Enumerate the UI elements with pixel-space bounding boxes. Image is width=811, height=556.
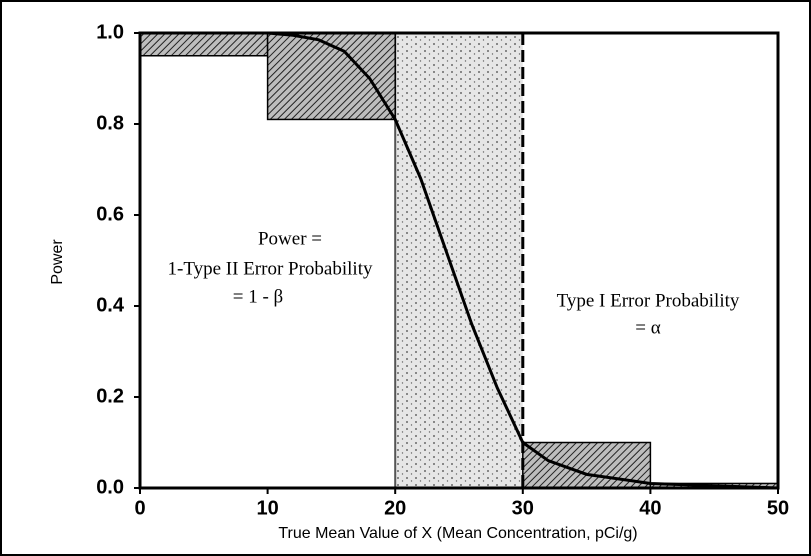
y-tick-label: 0.0 xyxy=(96,476,124,498)
annotation: = 1 - β xyxy=(233,286,283,307)
annotation: 1-Type II Error Probability xyxy=(168,258,373,279)
x-axis-label: True Mean Value of X (Mean Concentration… xyxy=(278,525,637,542)
x-tick-label: 20 xyxy=(384,497,406,519)
y-tick-label: 0.4 xyxy=(96,294,125,316)
gray-region xyxy=(395,33,523,488)
error-box xyxy=(139,32,269,57)
error-box xyxy=(266,32,396,121)
x-tick-label: 50 xyxy=(767,497,789,519)
x-tick-label: 10 xyxy=(256,497,278,519)
y-tick-label: 0.8 xyxy=(96,112,124,134)
power-curve xyxy=(140,31,779,490)
plot-area xyxy=(138,31,780,490)
y-tick-label: 1.0 xyxy=(96,21,124,43)
x-tick-label: 40 xyxy=(639,497,661,519)
annotation: Type I Error Probability xyxy=(557,290,740,311)
x-tick-label: 30 xyxy=(512,497,534,519)
y-tick-label: 0.2 xyxy=(96,385,124,407)
y-axis-label: Power xyxy=(49,239,66,285)
y-tick-label: 0.6 xyxy=(96,203,124,225)
x-tick-label: 0 xyxy=(134,497,145,519)
annotation: Power = xyxy=(258,228,322,249)
annotation: = α xyxy=(635,317,660,338)
